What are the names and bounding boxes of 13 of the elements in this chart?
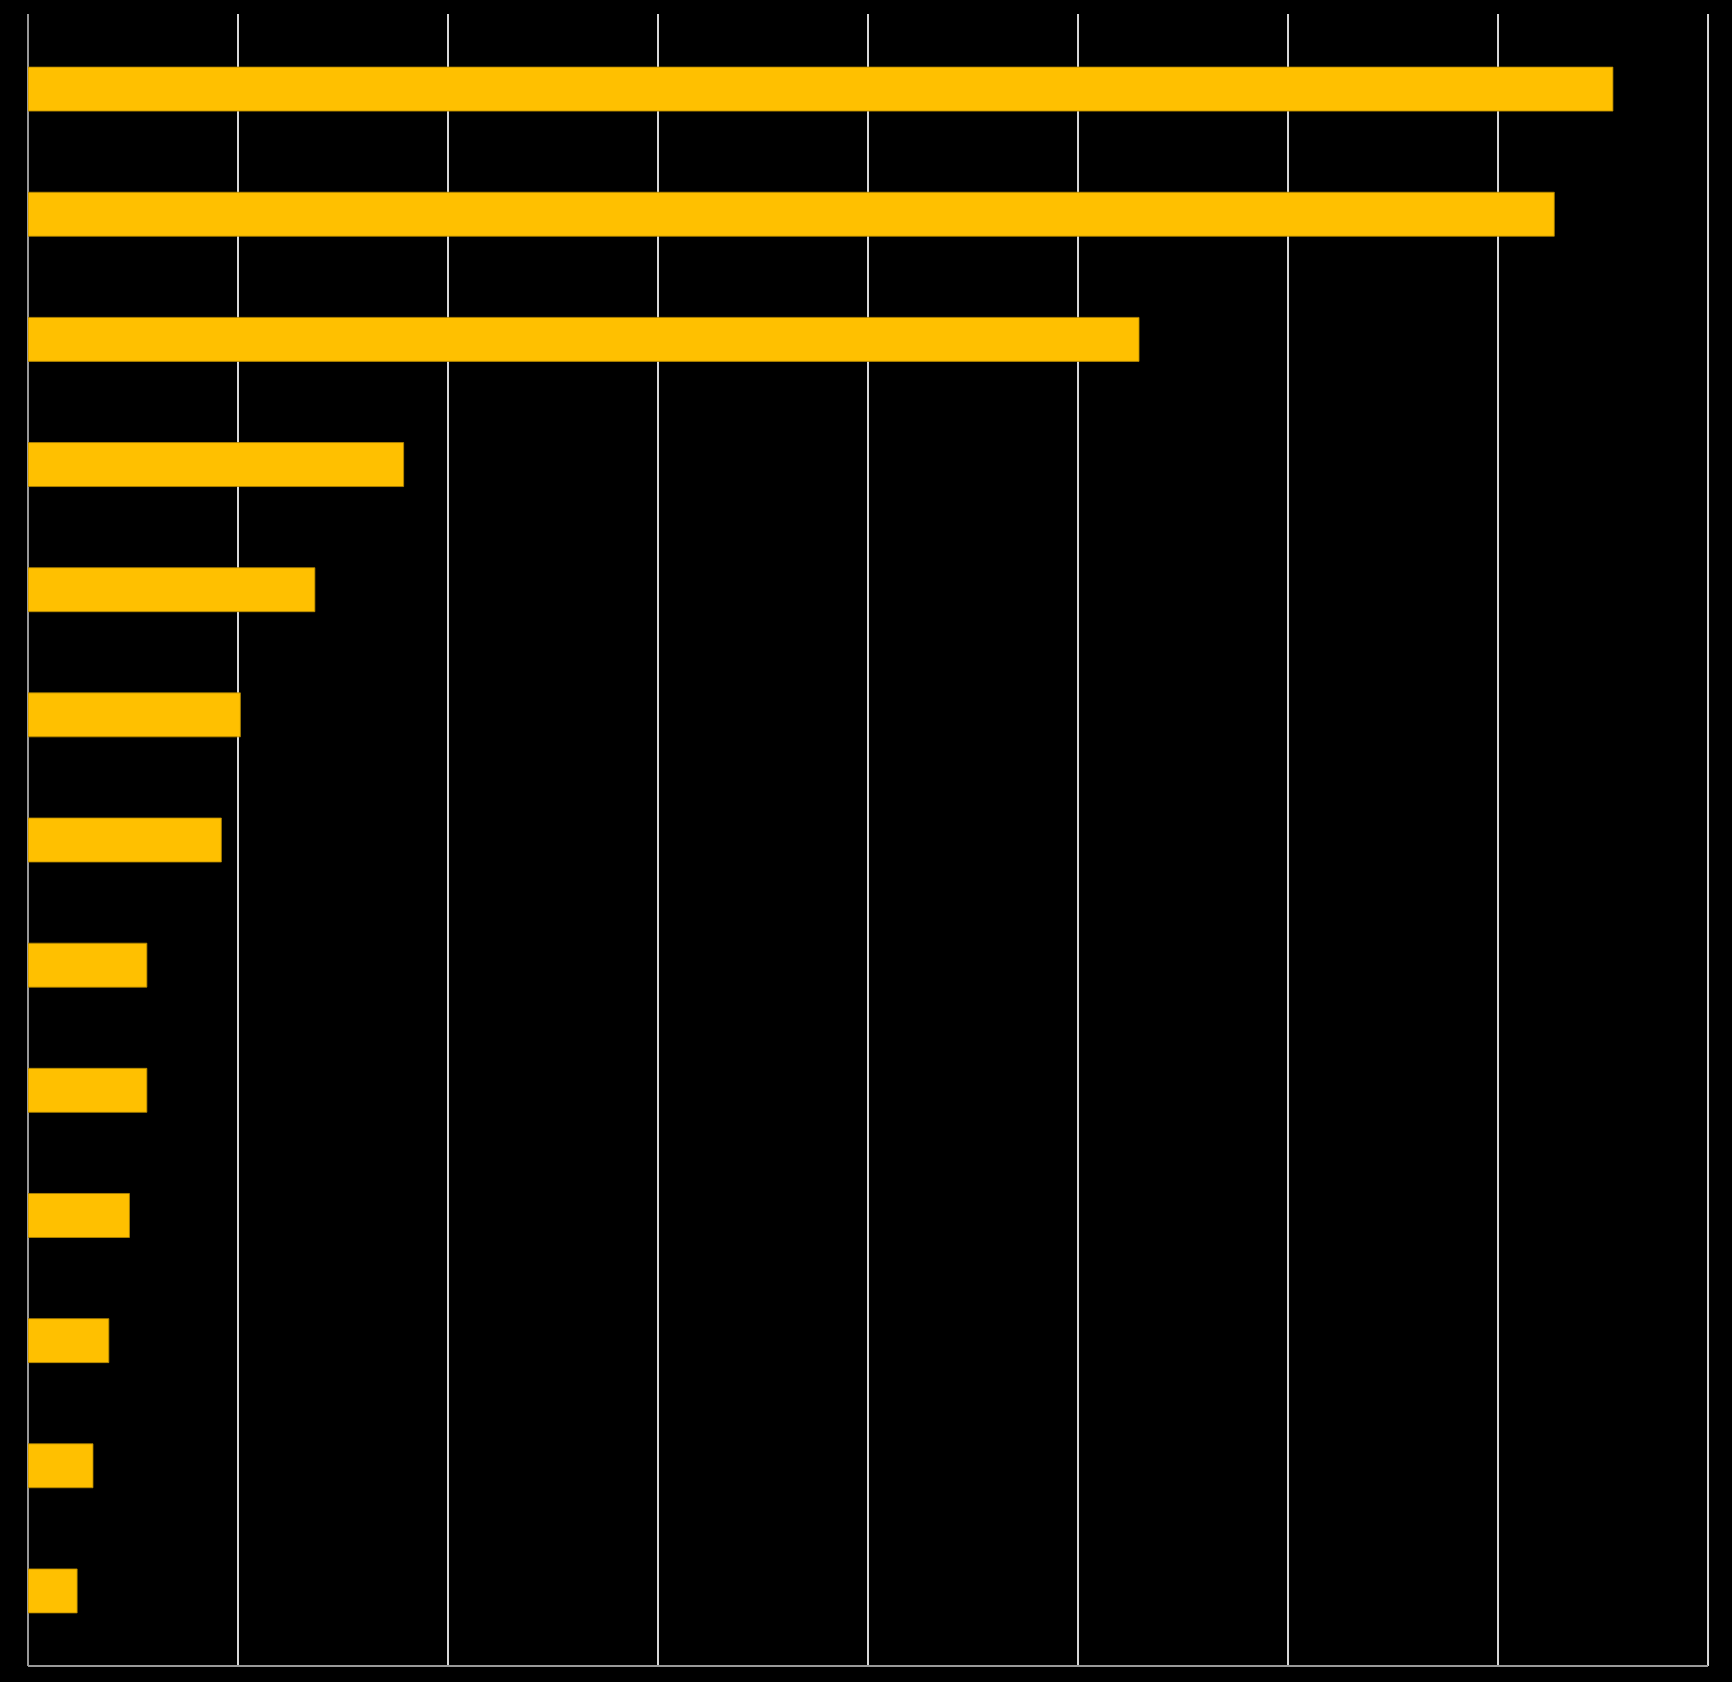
bar — [28, 817, 222, 863]
bar — [28, 1443, 94, 1489]
bar — [28, 442, 405, 487]
bar — [28, 317, 1140, 362]
bar — [28, 191, 1555, 237]
bar — [28, 66, 1614, 112]
bar — [28, 942, 148, 988]
bar — [28, 567, 316, 613]
bar — [28, 692, 241, 738]
bar — [28, 1067, 148, 1113]
bar — [28, 1568, 78, 1614]
bar — [28, 1318, 110, 1364]
bar — [28, 1193, 130, 1238]
